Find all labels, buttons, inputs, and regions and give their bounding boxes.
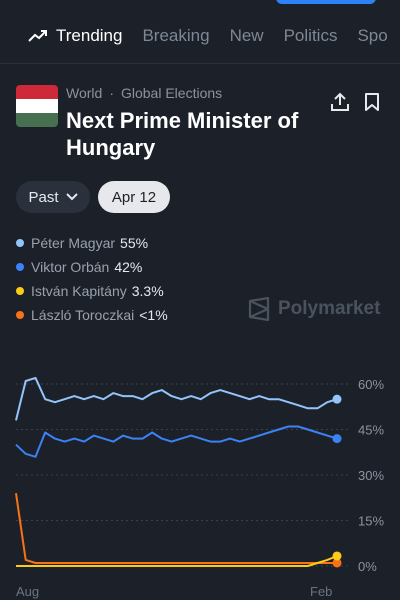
tab-new[interactable]: New xyxy=(230,26,264,46)
series-endpoint xyxy=(332,434,342,444)
tab-label: New xyxy=(229,26,264,45)
bookmark-button[interactable] xyxy=(364,92,380,117)
legend-row: Viktor Orbán 42% xyxy=(16,255,168,279)
series-endpoint xyxy=(332,394,342,404)
tab-politics[interactable]: Politics xyxy=(284,26,338,46)
breadcrumb-subcategory[interactable]: Global Elections xyxy=(120,85,223,101)
y-tick-label: 30% xyxy=(358,468,384,483)
nav-divider xyxy=(0,63,400,64)
y-tick-label: 60% xyxy=(358,377,384,392)
date-filter-button[interactable]: Apr 12 xyxy=(98,181,170,213)
polymarket-watermark: Polymarket xyxy=(248,297,380,321)
legend-name: László Toroczkai xyxy=(31,307,135,323)
legend-value: 55% xyxy=(120,235,149,251)
series-line xyxy=(16,555,338,567)
legend-value: 3.3% xyxy=(131,283,164,299)
legend-name: Péter Magyar xyxy=(31,235,116,251)
legend-row: László Toroczkai <1% xyxy=(16,303,168,327)
top-action-button[interactable] xyxy=(276,0,376,4)
outcome-legend: Péter Magyar 55% Viktor Orbán 42% István… xyxy=(16,231,168,327)
x-tick-label: Feb xyxy=(310,584,332,599)
legend-dot xyxy=(16,311,24,319)
category-nav: Trending Breaking New Politics Spo xyxy=(0,22,400,50)
tab-sports[interactable]: Spo xyxy=(357,26,387,46)
legend-dot xyxy=(16,287,24,295)
breadcrumb-category[interactable]: World xyxy=(66,85,103,101)
tab-label: Politics xyxy=(283,26,338,45)
legend-name: Viktor Orbán xyxy=(31,259,110,275)
tab-label: Breaking xyxy=(142,26,210,45)
breadcrumb: World · Global Elections xyxy=(66,85,222,101)
x-tick-label: Aug xyxy=(16,584,39,599)
tab-label: Trending xyxy=(56,26,123,45)
polymarket-logo-icon xyxy=(248,297,270,321)
series-endpoint xyxy=(332,551,342,561)
legend-dot xyxy=(16,239,24,247)
legend-row: Péter Magyar 55% xyxy=(16,231,168,255)
tab-trending[interactable]: Trending xyxy=(28,26,122,46)
breadcrumb-separator: · xyxy=(109,85,114,101)
past-label: Past xyxy=(28,188,59,206)
series-line xyxy=(15,425,338,458)
series-line xyxy=(15,376,338,421)
market-title: Next Prime Minister of Hungary xyxy=(66,108,299,160)
tab-breaking[interactable]: Breaking xyxy=(142,26,209,46)
brand-name: Polymarket xyxy=(278,298,381,319)
tab-label: Spo xyxy=(357,26,388,45)
chevron-down-icon xyxy=(65,193,78,201)
legend-dot xyxy=(16,263,24,271)
series-line xyxy=(15,493,337,564)
series-endpoint xyxy=(332,558,342,568)
share-button[interactable] xyxy=(330,92,350,117)
date-label: Apr 12 xyxy=(111,188,157,206)
y-tick-label: 45% xyxy=(358,423,384,438)
legend-value: <1% xyxy=(139,307,168,323)
hungary-flag-icon xyxy=(16,85,58,127)
y-tick-label: 15% xyxy=(358,514,384,529)
trending-up-icon xyxy=(28,30,47,42)
y-tick-label: 0% xyxy=(358,559,377,574)
legend-row: István Kapitány 3.3% xyxy=(16,279,168,303)
bookmark-icon xyxy=(365,93,379,111)
past-dropdown[interactable]: Past xyxy=(16,181,90,213)
legend-value: 42% xyxy=(114,259,143,275)
share-icon xyxy=(331,92,349,111)
legend-name: István Kapitány xyxy=(31,283,127,299)
